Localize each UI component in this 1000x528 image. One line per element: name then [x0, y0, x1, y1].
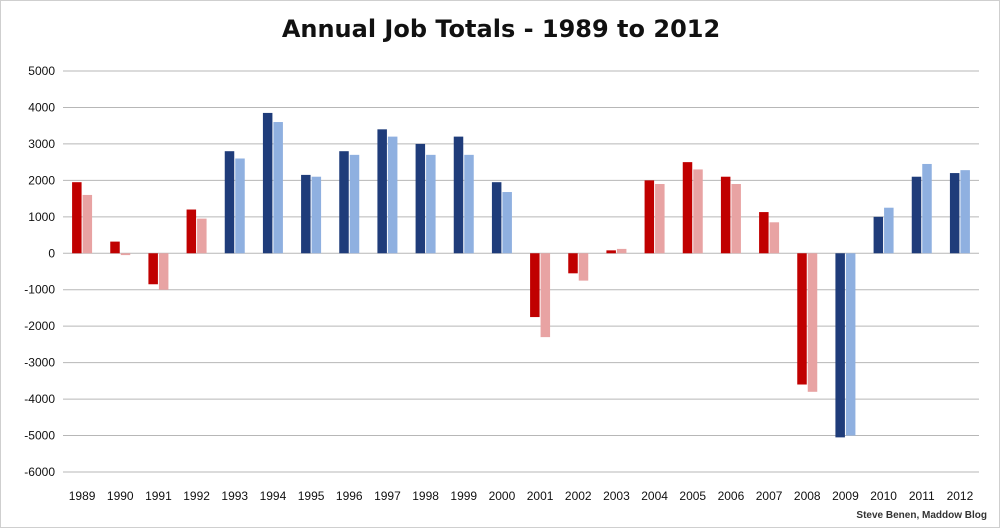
bar-series-1	[224, 151, 235, 254]
bar-series-2	[502, 192, 512, 254]
x-tick-label: 1999	[450, 489, 477, 503]
bar-series-1	[453, 136, 464, 254]
bar-series-1	[568, 253, 578, 274]
y-tick-label: 2000	[28, 173, 55, 187]
bar-series-1	[835, 253, 845, 438]
bar-series-2	[387, 136, 398, 254]
x-tick-labels: 1989 1990 1991 1992 1993 1994 1995 1996 1997 1998…	[69, 489, 974, 503]
y-tick-label: 0	[48, 246, 55, 260]
bar-series-2	[807, 253, 818, 392]
bar-series-1	[110, 241, 120, 254]
bar-series-2	[82, 194, 93, 254]
bar-series-2	[235, 158, 245, 254]
x-tick-label: 1991	[145, 489, 172, 503]
bar-series-2	[845, 253, 856, 436]
x-tick-label: 1998	[412, 489, 439, 503]
y-tick-label: -5000	[24, 429, 55, 443]
bar-series-1	[606, 250, 616, 254]
x-tick-label: 2001	[527, 489, 554, 503]
bar-series-2	[464, 154, 474, 254]
grid-lines	[63, 70, 979, 473]
bar-series-1	[911, 176, 922, 254]
y-tick-label: 1000	[28, 210, 55, 224]
bar-series-1	[186, 209, 197, 254]
bar-series-2	[540, 253, 551, 338]
bar-series-2	[655, 184, 665, 254]
bar-series-1	[262, 112, 273, 254]
bar-series-1	[72, 182, 82, 254]
bar-series-1	[759, 212, 769, 254]
bar-series-2	[349, 154, 360, 254]
y-tick-labels: 5000 4000 3000 2000 1000 0 -1000 -2000 -3000 -400…	[24, 64, 55, 479]
x-tick-label: 2002	[565, 489, 592, 503]
bar-series-1	[377, 129, 387, 254]
x-tick-label: 1993	[221, 489, 248, 503]
y-tick-label: 5000	[28, 64, 55, 78]
bar-series-2	[426, 154, 436, 254]
bar-series-2	[273, 122, 283, 254]
bar-series-2	[120, 253, 131, 256]
bar-series-1	[682, 162, 693, 254]
y-tick-label: 3000	[28, 137, 55, 151]
x-tick-label: 1994	[260, 489, 287, 503]
y-tick-label: -4000	[24, 392, 55, 406]
bar-series-2	[731, 184, 741, 254]
bar-series-1	[148, 253, 158, 285]
x-tick-label: 2006	[718, 489, 745, 503]
x-tick-label: 2008	[794, 489, 821, 503]
bar-series-1	[873, 216, 884, 254]
bar-series-2	[960, 170, 970, 254]
bar-series-1	[415, 143, 426, 254]
x-tick-label: 1996	[336, 489, 363, 503]
x-tick-label: 1997	[374, 489, 401, 503]
bar-series-1	[720, 176, 731, 254]
bar-series-1	[949, 173, 960, 254]
bars	[72, 112, 970, 438]
bar-series-2	[578, 253, 589, 281]
bar-series-1	[530, 253, 540, 318]
bar-series-2	[884, 207, 894, 254]
y-tick-label: 4000	[28, 100, 55, 114]
y-tick-label: -6000	[24, 465, 55, 479]
bar-series-2	[922, 163, 932, 254]
x-tick-label: 2011	[909, 489, 935, 503]
source-credit: Steve Benen, Maddow Blog	[856, 510, 987, 521]
bar-series-1	[301, 174, 311, 254]
x-tick-label: 1989	[69, 489, 96, 503]
bar-series-2	[158, 253, 169, 290]
x-tick-label: 1992	[183, 489, 210, 503]
x-tick-label: 2003	[603, 489, 630, 503]
y-tick-label: -3000	[24, 356, 55, 370]
x-tick-label: 2012	[947, 489, 974, 503]
x-tick-label: 2010	[870, 489, 897, 503]
x-tick-label: 2005	[679, 489, 706, 503]
bar-series-1	[797, 253, 807, 385]
bar-series-2	[769, 222, 780, 254]
bar-series-2	[616, 248, 627, 254]
x-tick-label: 1990	[107, 489, 134, 503]
x-tick-label: 2007	[756, 489, 783, 503]
x-tick-label: 1995	[298, 489, 325, 503]
x-tick-label: 2009	[832, 489, 859, 503]
bar-series-1	[339, 151, 349, 254]
y-tick-label: -2000	[24, 319, 55, 333]
x-tick-label: 2004	[641, 489, 668, 503]
bar-series-1	[644, 180, 655, 254]
chart-title: Annual Job Totals - 1989 to 2012	[281, 15, 721, 43]
bar-series-2	[693, 169, 703, 254]
bar-series-2	[197, 218, 207, 254]
y-tick-label: -1000	[24, 283, 55, 297]
bar-series-2	[311, 176, 322, 254]
x-tick-label: 2000	[489, 489, 516, 503]
bar-series-1	[491, 182, 502, 254]
